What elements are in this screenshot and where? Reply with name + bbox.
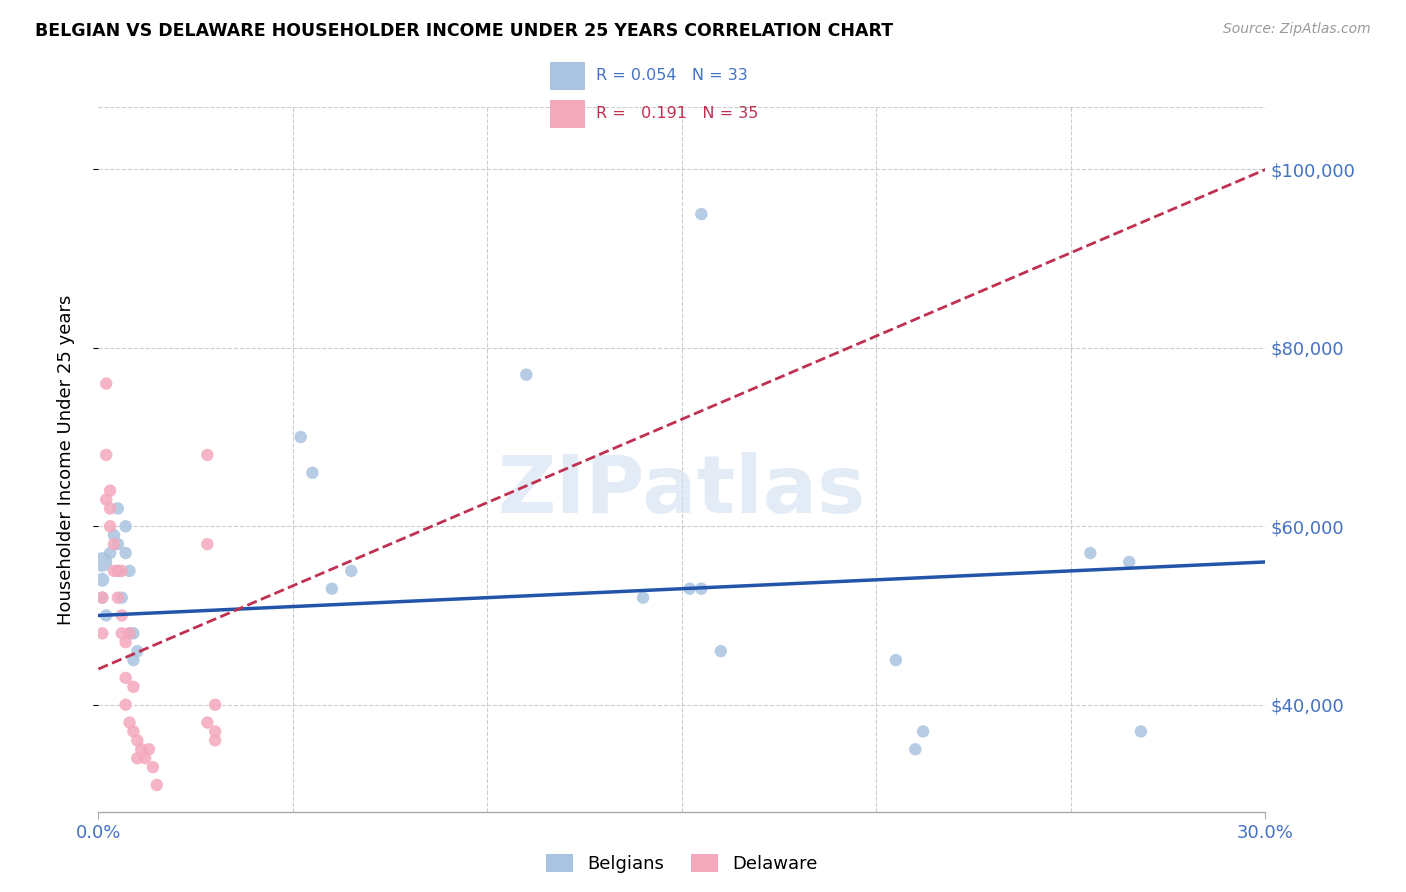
Point — [96, 448, 118, 462]
Point — [96, 376, 118, 391]
Point — [122, 653, 145, 667]
Point — [114, 671, 136, 685]
Point — [107, 591, 129, 605]
Point — [204, 733, 226, 747]
Point — [103, 537, 125, 551]
Point — [195, 715, 218, 730]
Point — [98, 483, 121, 498]
Point — [195, 537, 218, 551]
Point — [98, 546, 121, 560]
Point — [127, 751, 149, 765]
Point — [114, 698, 136, 712]
Point — [103, 564, 125, 578]
Point — [340, 564, 363, 578]
Point — [631, 591, 654, 605]
Point — [111, 608, 134, 623]
Point — [96, 608, 118, 623]
Point — [114, 546, 136, 560]
Text: BELGIAN VS DELAWARE HOUSEHOLDER INCOME UNDER 25 YEARS CORRELATION CHART: BELGIAN VS DELAWARE HOUSEHOLDER INCOME U… — [35, 22, 893, 40]
Point — [1129, 724, 1152, 739]
Point — [1080, 546, 1102, 560]
Point — [118, 626, 141, 640]
Point — [111, 591, 134, 605]
Point — [122, 724, 145, 739]
Point — [91, 555, 114, 569]
Point — [111, 626, 134, 640]
Point — [96, 492, 118, 507]
Legend: Belgians, Delaware: Belgians, Delaware — [538, 847, 825, 880]
Point — [118, 564, 141, 578]
Point — [103, 528, 125, 542]
Point — [91, 626, 114, 640]
Point — [290, 430, 312, 444]
Point — [204, 724, 226, 739]
Y-axis label: Householder Income Under 25 years: Householder Income Under 25 years — [56, 294, 75, 624]
Point — [301, 466, 323, 480]
Point — [515, 368, 537, 382]
Point — [98, 501, 121, 516]
Point — [884, 653, 907, 667]
Point — [114, 635, 136, 649]
Bar — [550, 100, 585, 128]
Point — [195, 448, 218, 462]
Point — [118, 715, 141, 730]
Point — [107, 501, 129, 516]
Point — [134, 751, 156, 765]
Point — [904, 742, 927, 756]
Point — [710, 644, 733, 658]
Point — [91, 591, 114, 605]
Bar — [550, 62, 585, 90]
Point — [1118, 555, 1140, 569]
Point — [146, 778, 169, 792]
Point — [114, 519, 136, 533]
Point — [912, 724, 935, 739]
Text: ZIPatlas: ZIPatlas — [498, 452, 866, 530]
Point — [679, 582, 702, 596]
Text: R = 0.054   N = 33: R = 0.054 N = 33 — [596, 69, 748, 84]
Point — [111, 564, 134, 578]
Point — [122, 680, 145, 694]
Point — [91, 573, 114, 587]
Point — [91, 591, 114, 605]
Point — [118, 626, 141, 640]
Point — [122, 626, 145, 640]
Text: Source: ZipAtlas.com: Source: ZipAtlas.com — [1223, 22, 1371, 37]
Point — [129, 742, 152, 756]
Point — [127, 733, 149, 747]
Point — [107, 564, 129, 578]
Point — [107, 564, 129, 578]
Point — [98, 519, 121, 533]
Point — [321, 582, 343, 596]
Point — [138, 742, 160, 756]
Point — [204, 698, 226, 712]
Point — [127, 644, 149, 658]
Text: R =   0.191   N = 35: R = 0.191 N = 35 — [596, 106, 758, 120]
Point — [142, 760, 165, 774]
Point — [690, 207, 713, 221]
Point — [107, 537, 129, 551]
Point — [690, 582, 713, 596]
